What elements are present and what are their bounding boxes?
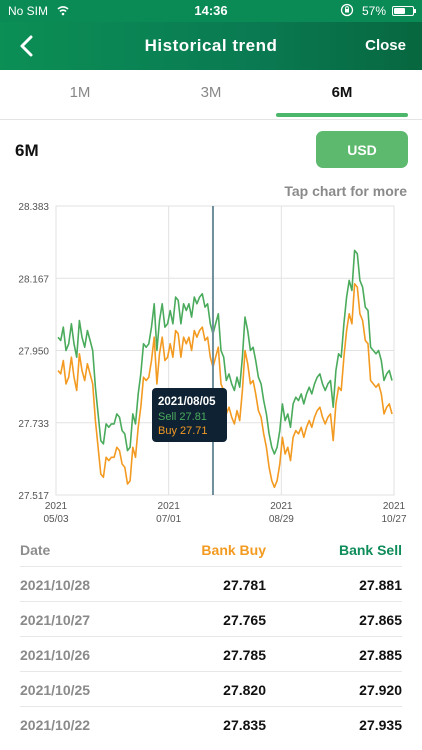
chart-hint: Tap chart for more — [284, 183, 407, 199]
orientation-lock-icon — [340, 3, 354, 20]
row-bank-sell: 27.885 — [359, 647, 402, 663]
row-bank-buy: 27.781 — [223, 577, 266, 593]
back-arrow-icon[interactable] — [12, 32, 42, 60]
row-date: 2021/10/27 — [20, 612, 91, 628]
row-bank-buy: 27.835 — [223, 717, 266, 733]
table-row[interactable]: 2021/10/27 27.765 27.865 — [20, 601, 402, 636]
selected-range-label: 6M — [15, 141, 39, 160]
row-bank-buy: 27.765 — [223, 612, 266, 628]
tab-3m[interactable]: 3M — [200, 84, 222, 101]
carrier-label: No SIM — [8, 4, 49, 18]
tab-6m[interactable]: 6M — [276, 70, 408, 120]
currency-button[interactable]: USD — [316, 131, 408, 168]
header-bank-buy: Bank Buy — [201, 542, 266, 558]
row-bank-buy: 27.820 — [223, 682, 266, 698]
y-tick-label: 28.383 — [18, 202, 49, 213]
tooltip-buy: Buy 27.71 — [158, 425, 208, 437]
row-bank-buy: 27.785 — [223, 647, 266, 663]
table-row[interactable]: 2021/10/26 27.785 27.885 — [20, 636, 402, 671]
table-header: Date Bank Buy Bank Sell — [20, 534, 402, 566]
row-bank-sell: 27.865 — [359, 612, 402, 628]
row-date: 2021/10/25 — [20, 682, 91, 698]
tab-1m[interactable]: 1M — [69, 84, 91, 101]
row-date: 2021/10/26 — [20, 647, 91, 663]
y-tick-label: 27.517 — [18, 491, 49, 502]
x-tick-year: 2021 — [383, 501, 406, 512]
tooltip-box — [152, 388, 227, 442]
row-bank-sell: 27.935 — [359, 717, 402, 733]
x-tick-year: 2021 — [270, 501, 293, 512]
x-tick-year: 2021 — [45, 501, 68, 512]
y-tick-label: 27.950 — [18, 347, 49, 358]
row-bank-sell: 27.920 — [359, 682, 402, 698]
table-row[interactable]: 2021/10/28 27.781 27.881 — [20, 566, 402, 601]
clock: 14:36 — [194, 3, 228, 18]
trend-chart-svg[interactable]: 28.38328.16727.95027.73327.517202105/032… — [0, 196, 422, 530]
page-title: Historical trend — [144, 36, 278, 55]
x-tick-year: 2021 — [158, 501, 181, 512]
nav-bar: Historical trend Close — [0, 22, 422, 70]
close-button[interactable]: Close — [365, 37, 406, 54]
x-tick-date: 10/27 — [381, 514, 406, 525]
row-date: 2021/10/28 — [20, 577, 91, 593]
series-line-sell — [57, 249, 393, 455]
row-bank-sell: 27.881 — [359, 577, 402, 593]
tooltip-date: 2021/08/05 — [158, 396, 216, 408]
range-tabs: 1M 3M 6M — [0, 70, 422, 120]
row-date: 2021/10/22 — [20, 717, 91, 733]
x-tick-date: 08/29 — [269, 514, 294, 525]
header-date: Date — [20, 542, 51, 558]
table-row[interactable]: 2021/10/25 27.820 27.920 — [20, 671, 402, 706]
series-line-buy — [57, 283, 393, 489]
table-row[interactable]: 2021/10/22 27.835 27.935 — [20, 706, 402, 741]
trend-chart[interactable]: 28.383 28.167 27.950 27.733 27.517 2021 05/03 2… — [0, 196, 422, 530]
battery-icon — [392, 6, 416, 16]
header-bank-sell: Bank Sell — [338, 542, 402, 558]
battery-percent: 57% — [362, 4, 387, 18]
status-bar: No SIM 14:36 57% — [0, 0, 422, 22]
tooltip-sell: Sell 27.81 — [158, 411, 207, 423]
y-tick-label: 28.167 — [18, 274, 49, 285]
x-tick-date: 07/01 — [156, 514, 181, 525]
x-tick-date: 05/03 — [43, 514, 68, 525]
wifi-icon — [56, 3, 70, 20]
y-tick-label: 27.733 — [18, 419, 49, 430]
